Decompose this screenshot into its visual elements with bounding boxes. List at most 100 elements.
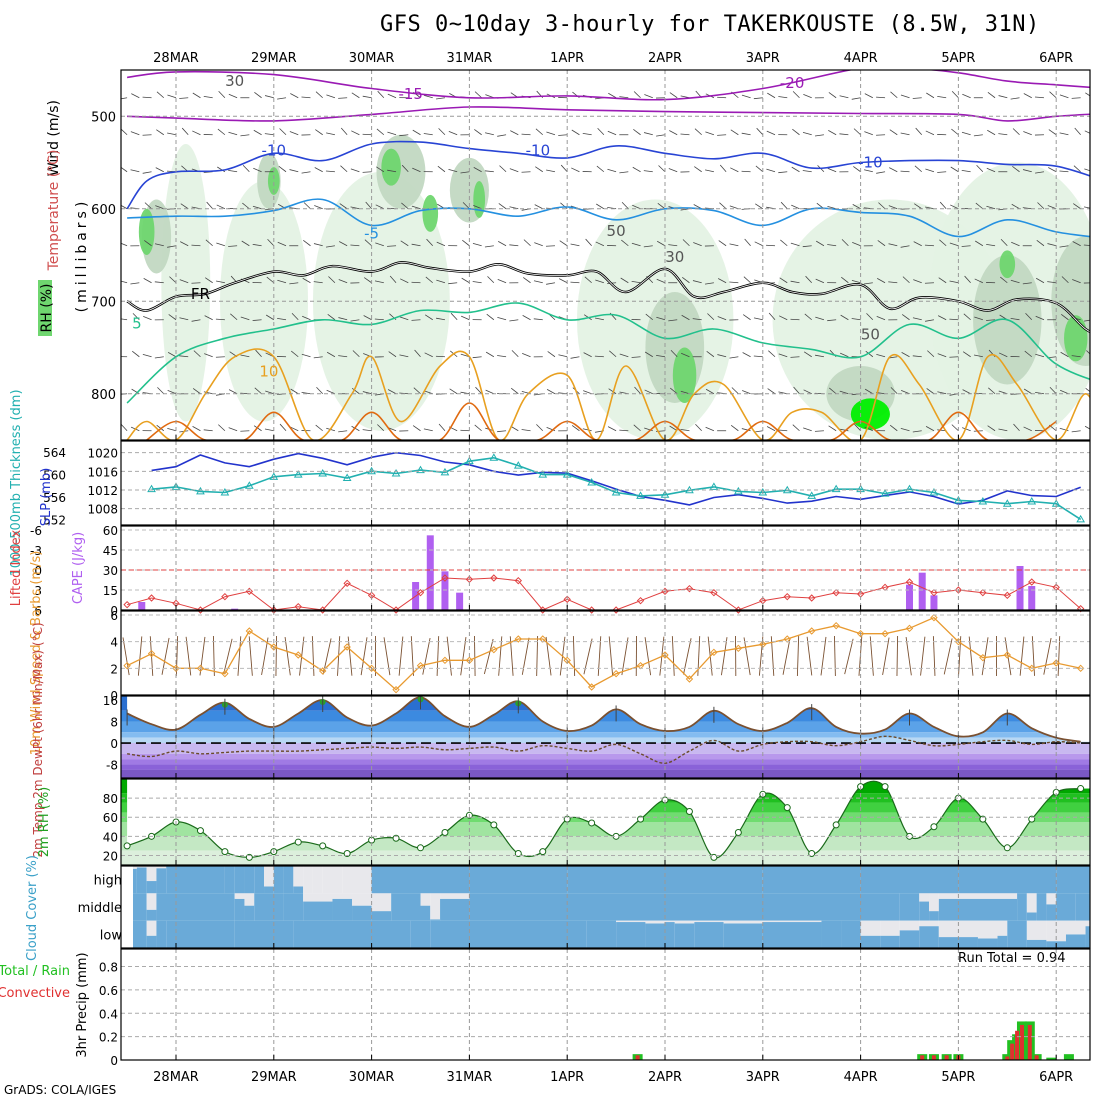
rh-marker (490, 821, 498, 829)
wind-barb (1010, 97, 1020, 100)
wind-speed-marker (612, 669, 620, 678)
cloud-middle-clear (146, 893, 157, 910)
rh-marker (930, 823, 938, 831)
rh-marker (881, 783, 889, 791)
bottom-date-label: 5APR (941, 1070, 975, 1085)
wind-barb (1000, 276, 1008, 284)
lifted-index-marker (343, 579, 351, 588)
wind-barb (301, 171, 311, 174)
pressure-tick: 700 (91, 295, 116, 310)
panel-frame-wind (120, 610, 1091, 696)
cloud-low-fill (997, 935, 1008, 948)
wind-barb (1011, 241, 1020, 247)
isotherm-5 (126, 302, 1090, 404)
panel-frames (120, 69, 1091, 1061)
wind-barb (461, 315, 470, 321)
wind-barb (1035, 171, 1045, 174)
wind-barb (705, 131, 715, 136)
wind-barb (839, 390, 849, 395)
wind-barb (814, 430, 824, 432)
wind-barb (142, 96, 152, 99)
wind-barb (266, 276, 275, 284)
thickness-marker (318, 468, 328, 477)
wind-barb (509, 244, 519, 247)
thickness-marker (196, 486, 205, 495)
surface-wind-barb (608, 636, 614, 676)
wind-barb (876, 96, 886, 99)
lifted-index-marker (979, 588, 987, 597)
wind-barb (645, 313, 654, 321)
surface-wind-barb (932, 636, 936, 676)
precip-convective-bar (920, 1055, 925, 1060)
wind-barb (326, 94, 336, 99)
surface-wind-barb (1004, 637, 1012, 676)
wind-barb (1035, 353, 1045, 358)
wind-speed-marker (1076, 664, 1085, 673)
contour-label: -15 (398, 85, 423, 103)
surface-wind-barb (122, 637, 130, 676)
wind-speed-marker (1003, 651, 1012, 659)
wind-barb (1049, 91, 1057, 99)
wind-barb (963, 313, 971, 321)
cloud-middle-clear (1046, 893, 1057, 905)
contour-label: 50 (607, 222, 626, 240)
lifted-index-marker (685, 584, 694, 593)
wind-barb (669, 387, 678, 395)
wind-barb (986, 243, 996, 247)
wind-barb (778, 171, 788, 174)
wind-barb (291, 312, 299, 321)
surface-wind-barb (299, 636, 305, 676)
wind-barb (668, 168, 678, 173)
wind-barb (228, 427, 238, 432)
thickness-marker (758, 488, 768, 496)
wind-barb (925, 319, 935, 322)
wind-barb (168, 314, 177, 321)
thickness-marker (929, 488, 939, 496)
wind-barb (218, 424, 226, 432)
wind-barb (303, 240, 311, 247)
wind-barb (669, 130, 678, 136)
wind-barb (437, 165, 446, 173)
wind-barb (851, 318, 861, 321)
wind-barb (338, 97, 348, 99)
cloud-high-clear (322, 866, 333, 894)
wind-barb (912, 430, 922, 433)
wind-barb (399, 316, 409, 321)
wind-barb (351, 92, 360, 99)
temp-band (121, 764, 1090, 770)
wind-barb (169, 276, 177, 284)
chart-marks (121, 70, 1090, 1060)
wind-barb (1074, 127, 1081, 136)
temp-band (121, 769, 1090, 778)
top-date-label: 31MAR (447, 51, 493, 66)
wind-barb (167, 390, 177, 395)
cloud-high-fill (371, 866, 470, 894)
surface-wind-barb (572, 636, 576, 676)
wind-speed-marker (661, 651, 669, 659)
wind-barb (937, 353, 947, 358)
wind-barb (156, 129, 164, 136)
cape-tick: 0 (110, 604, 118, 618)
wind-barb (631, 280, 641, 284)
surface-wind-barb (212, 636, 215, 676)
wind-barb (912, 97, 922, 99)
rh-tick: 60 (103, 811, 118, 825)
contour-label: -20 (780, 74, 805, 92)
wind-barb (167, 132, 177, 136)
lifted-index-marker (1028, 578, 1036, 586)
top-date-label: 5APR (941, 51, 975, 66)
cloud-middle-fill (899, 893, 920, 921)
cloud-middle-fill (133, 893, 147, 921)
surface-wind-barb (806, 636, 813, 676)
wind-barb (852, 242, 861, 247)
wind-barb (778, 391, 788, 395)
wind-barb (853, 166, 861, 173)
wind-barb (900, 245, 910, 248)
wind-barb (279, 128, 287, 136)
wind-barb (644, 351, 653, 358)
wind-barb (130, 169, 140, 173)
rh-marker (1003, 844, 1011, 852)
cloud-middle-fill (469, 893, 900, 921)
wind-barb (277, 241, 287, 247)
wind-barb (1011, 203, 1020, 210)
